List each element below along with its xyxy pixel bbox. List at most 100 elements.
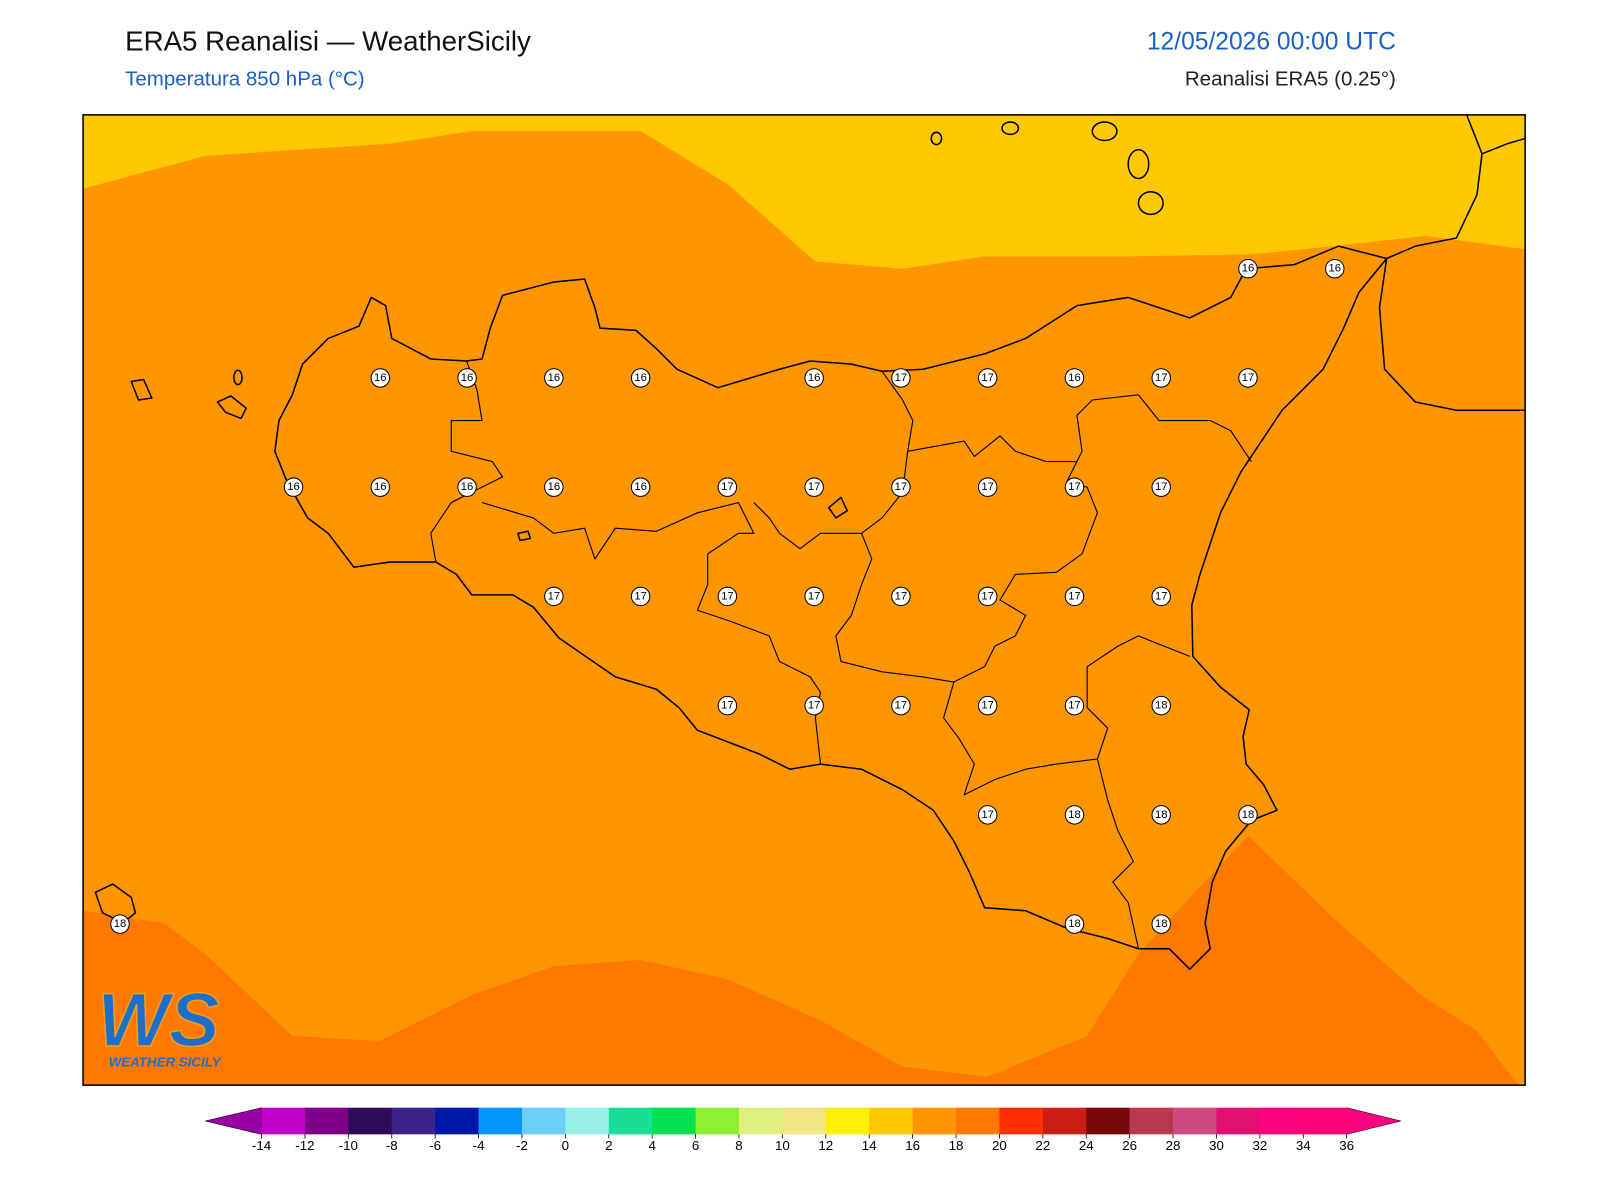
source: Reanalisi ERA5 (0.25°) (1185, 67, 1396, 90)
grid-value: 16 (287, 481, 300, 493)
grid-point (1064, 477, 1085, 497)
grid-value: 17 (634, 590, 647, 602)
island (233, 369, 243, 386)
colorbar-bin (304, 1107, 349, 1135)
grid-point (891, 695, 911, 716)
colorbar-tick-label: 16 (905, 1138, 920, 1153)
grid-point (717, 695, 738, 716)
colorbar-tick-label: 28 (1166, 1138, 1181, 1153)
island (1001, 121, 1020, 136)
grid-value: 17 (1155, 481, 1168, 493)
grid-value: 17 (1242, 372, 1255, 384)
colorbar-tick-label: 0 (562, 1138, 569, 1153)
datetime: 12/05/2026 00:00 UTC (1147, 29, 1396, 56)
grid-point (891, 368, 911, 388)
grid-value: 17 (1155, 372, 1168, 384)
grid-point (457, 368, 477, 388)
grid-point (977, 586, 998, 607)
colorbar-bin (652, 1107, 696, 1135)
map: 16 16 16 16 16 16 16 17 17 16 17 17 16 16 16 16 16 17 17 17… (83, 114, 1526, 1086)
grid-value: 17 (721, 590, 734, 602)
grid-point (630, 477, 651, 497)
colorbar-bin (565, 1107, 610, 1135)
grid-point (1238, 805, 1258, 825)
colorbar-tick-label: 12 (818, 1138, 833, 1153)
grid-point (804, 586, 824, 607)
grid-value: 17 (981, 372, 994, 384)
grid-value: 17 (808, 481, 821, 493)
grid-point (544, 586, 564, 607)
colorbar-tick-label: 6 (692, 1138, 699, 1153)
grid-value: 17 (981, 590, 994, 602)
grid-value: 16 (374, 372, 387, 384)
colorbar-tick-label: -10 (339, 1138, 358, 1153)
province-border (753, 370, 914, 550)
island (517, 530, 532, 542)
grid-value: 17 (1068, 700, 1081, 712)
colorbar-tick-label: 14 (862, 1138, 877, 1153)
grid-value: 16 (1242, 263, 1255, 275)
grid-point (977, 805, 998, 825)
grid-value: 16 (634, 372, 647, 384)
colorbar-bin (261, 1107, 306, 1135)
grid-point (1151, 477, 1171, 497)
grid-value: 17 (981, 809, 994, 821)
grid-value: 18 (114, 918, 127, 930)
colorbar-bin (1042, 1107, 1087, 1135)
grid-value: 17 (548, 590, 561, 602)
logo-name: WEATHER SICILY (109, 1055, 222, 1070)
grid-point (544, 368, 564, 388)
colorbar-bin (435, 1107, 479, 1135)
grid-point (1151, 368, 1171, 388)
island (1091, 121, 1118, 142)
grid-point (1064, 914, 1085, 934)
colorbar-over (1346, 1107, 1402, 1135)
logo: WS WEATHER SICILY (97, 977, 222, 1070)
colorbar-tick-label: 34 (1296, 1138, 1311, 1153)
colorbar-bin (1303, 1107, 1347, 1135)
grid-value: 17 (895, 481, 908, 493)
grid-value: 17 (808, 590, 821, 602)
grid-point (457, 477, 477, 497)
province-border (943, 635, 1190, 796)
colorbar-bin (1216, 1107, 1261, 1135)
grid-value: 16 (1329, 263, 1342, 275)
colorbar-tick-label: -4 (473, 1138, 485, 1153)
grid-value: 17 (1155, 590, 1168, 602)
grid-value: 16 (548, 481, 561, 493)
colorbar-bin (999, 1107, 1044, 1135)
colorbar-tick-label: 4 (648, 1138, 656, 1153)
colorbar-bin (608, 1107, 653, 1135)
province-border (430, 360, 504, 563)
coastline (1378, 114, 1526, 412)
colorbar-tick-label: -8 (386, 1138, 398, 1153)
colorbar-bin (1173, 1107, 1217, 1135)
grid-value: 16 (634, 481, 647, 493)
grid-point (370, 477, 391, 497)
grid-value: 17 (981, 481, 994, 493)
colorbar-tick-label: 10 (775, 1138, 790, 1153)
colorbar-tick-label: 24 (1079, 1138, 1094, 1153)
colorbar-bin (1086, 1107, 1130, 1135)
grid-point (1325, 258, 1345, 279)
coastline (1481, 137, 1526, 155)
grid-value: 18 (1155, 918, 1168, 930)
colorbar-tick-label: -2 (516, 1138, 528, 1153)
grid-value: 18 (1155, 700, 1168, 712)
grid-point (630, 368, 651, 388)
grid-value: 16 (461, 481, 474, 493)
grid-point (1238, 368, 1258, 388)
grid-value: 17 (721, 481, 734, 493)
grid-value: 18 (1068, 918, 1081, 930)
colorbar-bin (912, 1107, 957, 1135)
grid-point (1064, 695, 1085, 716)
grid-value: 17 (981, 700, 994, 712)
grid-point (1151, 914, 1171, 934)
island (130, 378, 153, 401)
grid-value: 17 (895, 700, 908, 712)
grid-value: 16 (1068, 372, 1081, 384)
map-frame (82, 114, 1526, 1086)
island (1137, 191, 1164, 216)
colorbar-bin (695, 1107, 740, 1135)
grid-value: 17 (895, 590, 908, 602)
